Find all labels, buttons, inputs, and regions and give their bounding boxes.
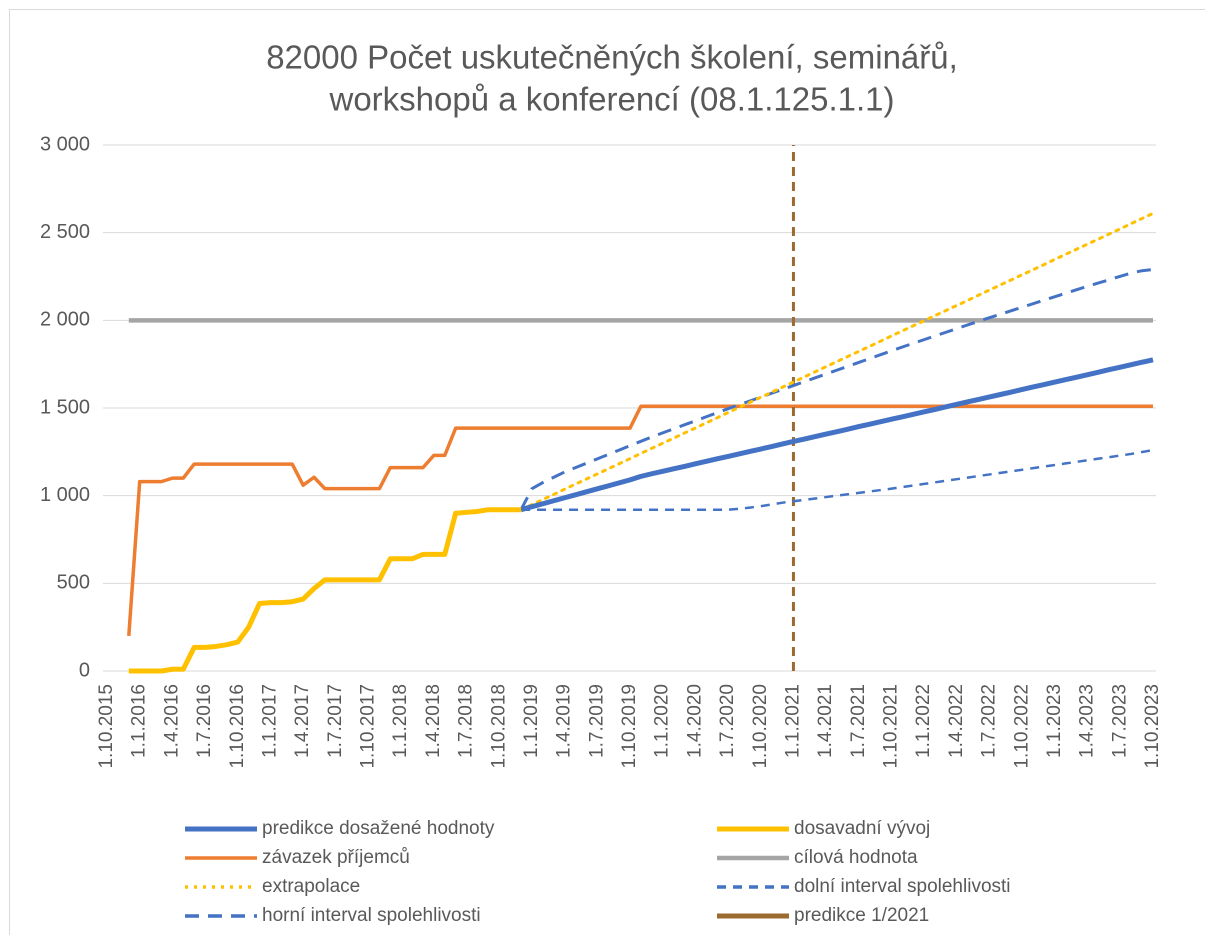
x-tick-label: 1.4.2018 <box>423 684 444 758</box>
y-tick-label: 1 500 <box>40 396 90 418</box>
legend-label: predikce dosažené hodnoty <box>262 818 495 839</box>
legend-label: cílová hodnota <box>794 847 918 868</box>
x-tick-label: 1.1.2018 <box>390 684 411 758</box>
x-tick-label: 1.10.2023 <box>1142 684 1163 769</box>
x-tick-label: 1.4.2022 <box>946 684 967 758</box>
x-tick-label: 1.4.2020 <box>684 684 705 758</box>
series-line <box>520 357 1154 513</box>
series-line <box>127 404 1153 637</box>
chart-title: 82000 Počet uskutečněných školení, semin… <box>266 39 958 76</box>
x-tick-label: 1.1.2022 <box>913 684 934 758</box>
series-line <box>519 211 1155 512</box>
y-tick-label: 2 500 <box>40 221 90 243</box>
legend-label: závazek příjemců <box>262 847 410 868</box>
x-tick-label: 1.1.2021 <box>782 684 803 758</box>
x-tick-label: 1.10.2016 <box>227 684 248 769</box>
chart-frame <box>9 9 1205 935</box>
legend-label: dolní interval spolehlivosti <box>794 876 1011 897</box>
y-tick-label: 2 000 <box>40 309 90 331</box>
x-tick-label: 1.10.2021 <box>881 684 902 769</box>
x-tick-label: 1.1.2023 <box>1044 684 1065 758</box>
x-tick-label: 1.7.2020 <box>717 684 738 758</box>
series-line <box>519 267 1154 511</box>
legend-label: extrapolace <box>262 876 360 897</box>
x-tick-label: 1.7.2019 <box>586 684 607 758</box>
x-tick-label: 1.7.2021 <box>848 684 869 758</box>
y-tick-label: 0 <box>79 659 90 681</box>
x-tick-label: 1.4.2021 <box>815 684 836 758</box>
x-tick-label: 1.10.2018 <box>488 684 509 769</box>
chart-title: workshopů a konferencí (08.1.125.1.1) <box>328 81 894 118</box>
x-tick-label: 1.7.2018 <box>456 684 477 758</box>
x-tick-label: 1.1.2019 <box>521 684 542 758</box>
x-tick-label: 1.4.2016 <box>161 684 182 758</box>
x-tick-label: 1.1.2020 <box>652 684 673 758</box>
x-tick-label: 1.1.2017 <box>259 684 280 758</box>
x-tick-label: 1.7.2023 <box>1109 684 1130 758</box>
series-line <box>128 507 522 674</box>
x-tick-label: 1.10.2017 <box>358 684 379 769</box>
y-tick-label: 1 000 <box>40 484 90 506</box>
legend-label: horní interval spolehlivosti <box>262 905 481 926</box>
x-tick-label: 1.7.2016 <box>194 684 215 758</box>
x-tick-label: 1.7.2022 <box>979 684 1000 758</box>
x-tick-label: 1.10.2022 <box>1011 684 1032 769</box>
x-tick-label: 1.10.2020 <box>750 684 771 769</box>
x-tick-label: 1.4.2017 <box>292 684 313 758</box>
x-tick-label: 1.7.2017 <box>325 684 346 758</box>
legend-label: predikce 1/2021 <box>794 905 929 926</box>
x-tick-label: 1.10.2015 <box>96 684 117 769</box>
x-tick-label: 1.1.2016 <box>129 684 150 758</box>
y-tick-label: 3 000 <box>40 133 90 155</box>
x-tick-label: 1.4.2019 <box>554 684 575 758</box>
x-tick-label: 1.4.2023 <box>1077 684 1098 758</box>
y-tick-label: 500 <box>57 572 90 594</box>
x-tick-label: 1.10.2019 <box>619 684 640 769</box>
series-line <box>521 448 1154 511</box>
legend-label: dosavadní vývoj <box>794 818 930 839</box>
